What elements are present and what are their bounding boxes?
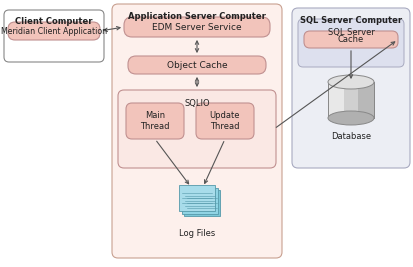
FancyBboxPatch shape: [291, 8, 409, 168]
FancyBboxPatch shape: [178, 185, 214, 211]
FancyBboxPatch shape: [303, 31, 397, 48]
Text: Update
Thread: Update Thread: [209, 111, 240, 131]
Text: Database: Database: [330, 132, 370, 141]
Text: SQLIO: SQLIO: [184, 99, 209, 108]
Text: Meridian Client Application: Meridian Client Application: [1, 26, 107, 36]
Bar: [327, 82, 343, 118]
Text: Main
Thread: Main Thread: [140, 111, 169, 131]
Bar: [357, 82, 373, 118]
Bar: [327, 82, 373, 118]
Ellipse shape: [327, 75, 373, 89]
Text: Application Server Computer: Application Server Computer: [128, 12, 265, 21]
Text: EDM Server Service: EDM Server Service: [152, 22, 241, 32]
Text: Object Cache: Object Cache: [166, 61, 227, 69]
Text: Cache: Cache: [337, 35, 363, 44]
FancyBboxPatch shape: [8, 22, 100, 40]
Text: Client Computer: Client Computer: [15, 17, 93, 26]
FancyBboxPatch shape: [112, 4, 281, 258]
FancyBboxPatch shape: [195, 103, 254, 139]
FancyBboxPatch shape: [126, 103, 183, 139]
FancyBboxPatch shape: [183, 190, 219, 216]
Ellipse shape: [327, 111, 373, 125]
FancyBboxPatch shape: [297, 19, 403, 67]
Bar: [327, 82, 373, 118]
Text: Log Files: Log Files: [178, 229, 215, 238]
FancyBboxPatch shape: [118, 90, 275, 168]
FancyBboxPatch shape: [124, 17, 269, 37]
FancyBboxPatch shape: [182, 188, 218, 214]
Text: SQL Server Computer: SQL Server Computer: [299, 16, 401, 25]
Text: SQL Server: SQL Server: [327, 28, 373, 37]
FancyBboxPatch shape: [128, 56, 266, 74]
